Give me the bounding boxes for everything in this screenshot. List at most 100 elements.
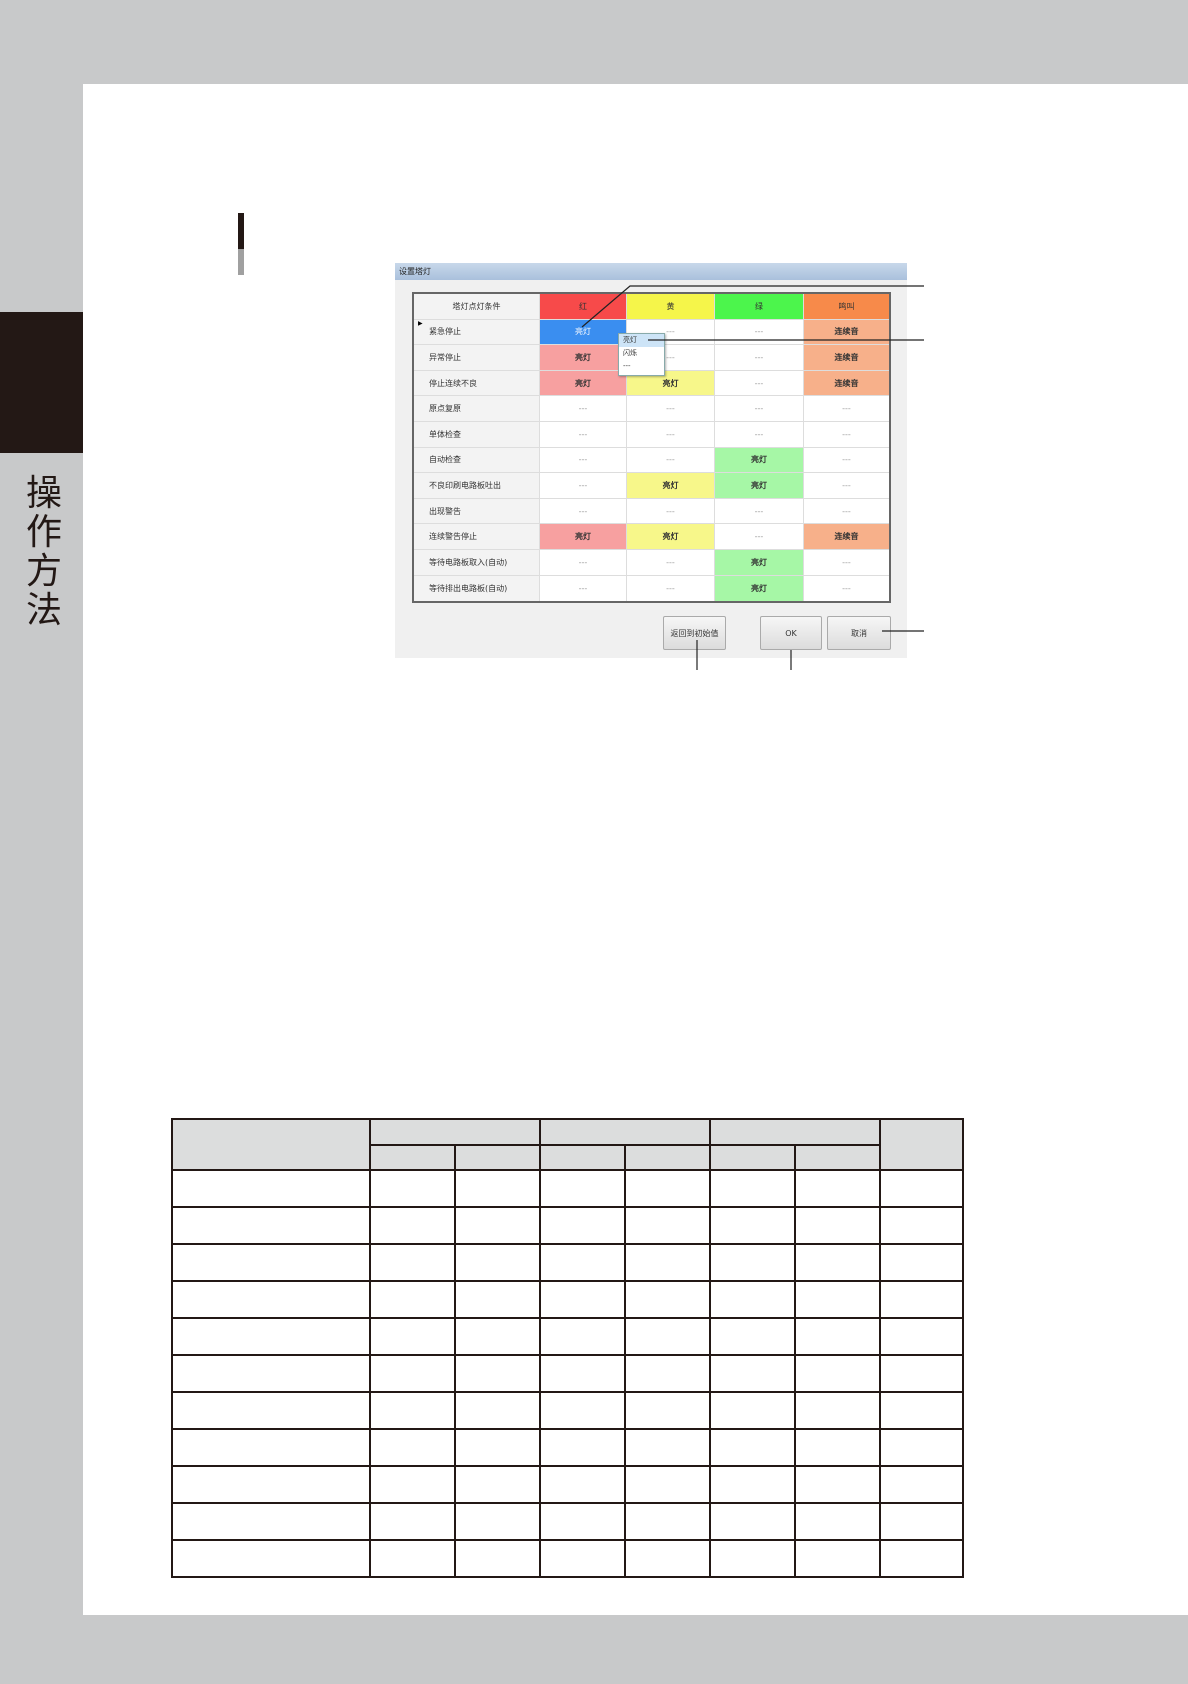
blank-cell xyxy=(709,1317,796,1356)
grid-value-cell[interactable]: --- xyxy=(627,421,715,447)
grid-value-cell[interactable]: --- xyxy=(540,549,627,575)
grid-value-cell[interactable]: --- xyxy=(804,473,889,498)
grid-value-cell[interactable]: --- xyxy=(715,421,804,447)
blank-cell xyxy=(709,1465,796,1504)
cancel-button[interactable]: 取消 xyxy=(827,616,891,650)
callout-line-cell xyxy=(581,285,924,328)
blank-cell xyxy=(879,1317,964,1356)
grid-value-cell[interactable]: --- xyxy=(804,575,889,602)
blank-cell xyxy=(454,1354,541,1393)
grid-value-cell[interactable]: 亮灯 xyxy=(715,575,804,602)
grid-value-cell[interactable]: --- xyxy=(627,575,715,602)
grid-header: 鸣叫 xyxy=(804,294,889,319)
grid-value-cell[interactable]: 亮灯 xyxy=(540,524,627,549)
blank-cell xyxy=(454,1465,541,1504)
blank-cell xyxy=(369,1280,456,1319)
grid-value-cell[interactable]: 亮灯 xyxy=(627,524,715,549)
grid-row: 等待排出电路板(自动) --- --- 亮灯 --- xyxy=(414,575,889,602)
blank-table-row xyxy=(171,1539,964,1578)
blank-cell xyxy=(369,1354,456,1393)
blank-table-row xyxy=(171,1502,964,1541)
grid-value-cell[interactable]: --- xyxy=(627,549,715,575)
blank-cell xyxy=(454,1391,541,1430)
grid-value-cell[interactable]: 连续音 xyxy=(804,345,889,370)
grid-value-cell[interactable]: 亮灯 xyxy=(627,473,715,498)
grid-value-cell[interactable]: 连续音 xyxy=(804,370,889,396)
blank-cell xyxy=(794,1317,881,1356)
blank-cell xyxy=(454,1502,541,1541)
chapter-label: 操作方法 xyxy=(25,473,62,631)
blank-cell xyxy=(709,1169,796,1208)
page-side-margin xyxy=(0,0,83,1684)
blank-settings-table xyxy=(171,1118,964,1578)
grid-value-cell[interactable]: --- xyxy=(540,498,627,524)
grid-header: 绿 xyxy=(715,294,804,319)
grid-value-cell[interactable]: --- xyxy=(540,421,627,447)
blank-cell xyxy=(794,1169,881,1208)
grid-value-cell[interactable]: 亮灯 xyxy=(540,319,627,345)
row-condition-label: 出现警告 xyxy=(414,498,540,524)
blank-table-row xyxy=(171,1206,964,1245)
grid-header: 红 xyxy=(540,294,627,319)
blank-cell xyxy=(171,1280,371,1319)
blank-cell xyxy=(369,1428,456,1467)
grid-value-cell[interactable]: --- xyxy=(715,370,804,396)
blank-cell xyxy=(171,1354,371,1393)
grid-value-cell[interactable]: 亮灯 xyxy=(540,370,627,396)
blank-cell xyxy=(879,1502,964,1541)
grid-value-cell[interactable]: --- xyxy=(804,498,889,524)
blank-cell xyxy=(624,1354,711,1393)
tower-light-dialog: 设置塔灯 塔灯点灯条件红黄绿鸣叫 ▶ 紧急停止 亮灯 --- --- 连续音 异常停止 亮灯 --… xyxy=(395,263,907,658)
grid-row: 不良印刷电路板吐出 --- 亮灯 亮灯 --- xyxy=(414,473,889,499)
grid-value-cell[interactable]: --- xyxy=(540,447,627,473)
dropdown-option[interactable]: --- xyxy=(623,362,631,370)
grid-row: 连续警告停止 亮灯 亮灯 --- 连续音 xyxy=(414,524,889,550)
dialog-title: 设置塔灯 xyxy=(395,263,907,280)
row-condition-label: 不良印刷电路板吐出 xyxy=(414,473,540,498)
grid-value-cell[interactable]: 亮灯 xyxy=(715,473,804,498)
blank-cell xyxy=(709,1354,796,1393)
grid-value-cell[interactable]: --- xyxy=(627,498,715,524)
blank-table-row xyxy=(171,1465,964,1504)
ok-button[interactable]: OK xyxy=(760,616,822,650)
blank-header-cell xyxy=(709,1118,881,1146)
grid-value-cell[interactable]: --- xyxy=(715,345,804,370)
page-top-margin xyxy=(0,0,1188,84)
blank-header-cell xyxy=(171,1118,371,1171)
blank-cell xyxy=(879,1243,964,1282)
grid-value-cell[interactable]: --- xyxy=(804,447,889,473)
grid-value-cell[interactable]: --- xyxy=(715,524,804,549)
grid-value-cell[interactable]: 亮灯 xyxy=(540,345,627,370)
row-condition-label: 异常停止 xyxy=(414,345,540,370)
reset-defaults-button[interactable]: 返回到初始值 xyxy=(663,616,726,650)
row-condition-label: 原点复原 xyxy=(414,396,540,421)
blank-cell xyxy=(624,1206,711,1245)
grid-value-cell[interactable]: 连续音 xyxy=(804,524,889,549)
dropdown-option[interactable]: 亮灯 xyxy=(619,334,664,347)
grid-value-cell[interactable]: --- xyxy=(540,473,627,498)
blank-cell xyxy=(709,1243,796,1282)
grid-value-cell[interactable]: --- xyxy=(804,421,889,447)
blank-cell xyxy=(369,1539,456,1578)
grid-value-cell[interactable]: 亮灯 xyxy=(715,447,804,473)
dropdown-option[interactable]: 闪烁 xyxy=(623,349,637,357)
grid-value-cell[interactable]: --- xyxy=(804,549,889,575)
grid-value-cell[interactable]: --- xyxy=(627,396,715,421)
grid-value-cell[interactable]: 亮灯 xyxy=(715,549,804,575)
grid-value-cell[interactable]: --- xyxy=(715,498,804,524)
row-condition-label: 停止连续不良 xyxy=(414,370,540,396)
grid-value-cell[interactable]: --- xyxy=(804,396,889,421)
page-bottom-margin xyxy=(0,1615,1188,1684)
grid-value-cell[interactable]: --- xyxy=(627,447,715,473)
blank-cell xyxy=(624,1502,711,1541)
blank-cell xyxy=(624,1280,711,1319)
grid-value-cell[interactable]: --- xyxy=(540,396,627,421)
blank-cell xyxy=(539,1280,626,1319)
blank-cell xyxy=(171,1391,371,1430)
current-row-icon: ▶ xyxy=(418,319,423,327)
chapter-tab xyxy=(0,312,83,453)
blank-cell xyxy=(709,1391,796,1430)
blank-cell xyxy=(171,1317,371,1356)
grid-value-cell[interactable]: --- xyxy=(540,575,627,602)
grid-value-cell[interactable]: --- xyxy=(715,396,804,421)
